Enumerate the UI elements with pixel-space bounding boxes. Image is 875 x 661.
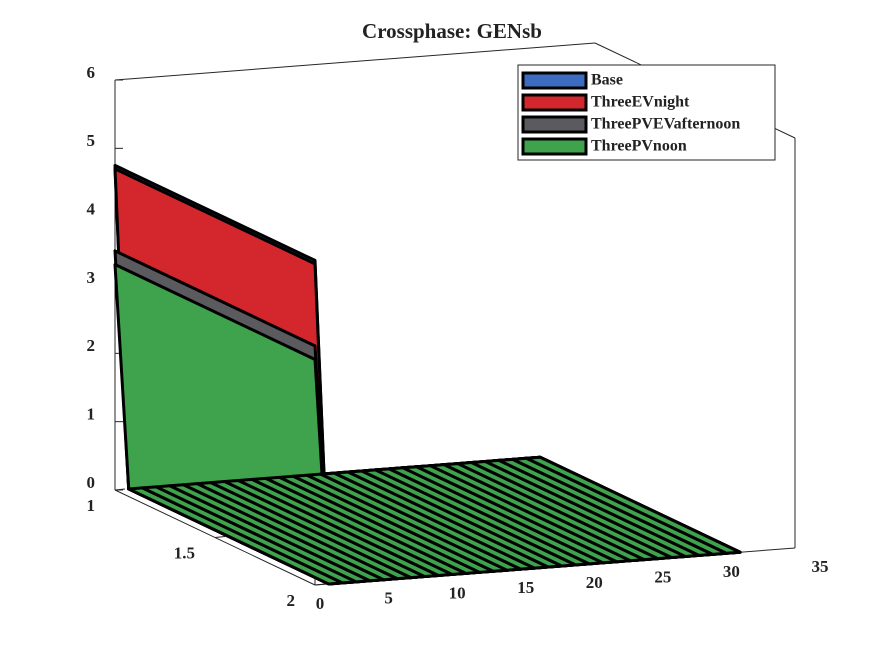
z-tick-label: 3: [87, 268, 96, 287]
z-tick-label: 5: [87, 131, 96, 150]
z-tick-label: 0: [87, 473, 96, 492]
legend-label: ThreePVEVafternoon: [591, 116, 740, 133]
x-tick-label: 0: [316, 594, 325, 613]
legend-swatch: [521, 93, 588, 112]
surface-patch: [524, 455, 742, 555]
legend-swatch: [521, 115, 588, 134]
chart-title: Crossphase: GENsb: [362, 19, 542, 43]
x-tick-label: 25: [654, 567, 671, 586]
x-tick-label: 15: [517, 578, 534, 597]
y-tick-label: 1.5: [174, 543, 195, 562]
x-tick-label: 5: [384, 589, 393, 608]
y-tick-label: 1: [87, 496, 96, 515]
legend-label: ThreePVnoon: [591, 138, 687, 155]
y-tick: [214, 536, 226, 538]
z-tick-label: 4: [87, 200, 96, 219]
x-tick-label: 20: [586, 573, 603, 592]
legend-swatch: [521, 137, 588, 156]
legend-swatch: [521, 71, 588, 90]
y-tick-label: 2: [287, 591, 296, 610]
y-tick: [114, 488, 126, 491]
x-tick-label: 10: [449, 583, 466, 602]
z-tick-label: 2: [87, 336, 96, 355]
y-tick: [314, 583, 326, 586]
x-tick-label: 35: [812, 557, 829, 576]
legend-label: Base: [591, 72, 623, 89]
x-tick-label: 30: [723, 562, 740, 581]
legend-label: ThreeEVnight: [591, 94, 690, 111]
axis-box: [114, 42, 596, 81]
z-tick-label: 6: [87, 63, 96, 82]
z-tick-label: 1: [87, 405, 96, 424]
